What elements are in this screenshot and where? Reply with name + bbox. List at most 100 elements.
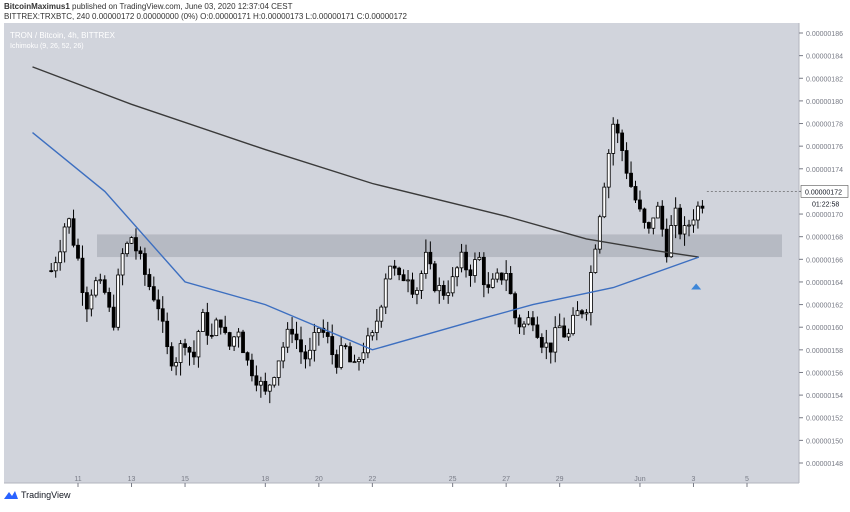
x-tick-label: 27 bbox=[502, 476, 510, 483]
candle bbox=[370, 330, 375, 341]
candle bbox=[490, 273, 495, 289]
y-tick-label: 0.00000166 bbox=[806, 257, 843, 264]
y-tick-label: 0.00000176 bbox=[806, 144, 843, 151]
x-tick-label: 15 bbox=[181, 476, 189, 483]
countdown-label: 01:22:58 bbox=[812, 201, 839, 208]
candle-body bbox=[357, 358, 361, 363]
candle bbox=[593, 244, 598, 274]
candle bbox=[178, 340, 183, 376]
candle-body bbox=[464, 251, 468, 271]
candle bbox=[629, 161, 633, 188]
candle-body bbox=[156, 299, 161, 310]
candle-body bbox=[441, 285, 446, 296]
candle bbox=[450, 267, 455, 297]
candle bbox=[441, 280, 446, 300]
candle bbox=[646, 221, 651, 234]
candle bbox=[392, 259, 397, 276]
candle bbox=[669, 215, 674, 258]
candle bbox=[397, 266, 402, 281]
current-price-label: 0.00000172 bbox=[805, 189, 842, 196]
candle-body bbox=[276, 360, 281, 378]
candle-body bbox=[352, 361, 357, 364]
y-tick-label: 0.00000152 bbox=[806, 416, 843, 423]
candle bbox=[299, 326, 303, 364]
candle-body bbox=[308, 349, 312, 360]
candle bbox=[673, 197, 678, 239]
y-tick-label: 0.00000162 bbox=[806, 303, 843, 310]
candle bbox=[624, 142, 629, 180]
candle bbox=[410, 272, 415, 299]
publisher-name[interactable]: BitcoinMaximus1 bbox=[4, 2, 70, 11]
candle-body bbox=[223, 326, 228, 333]
candle-body bbox=[102, 279, 107, 293]
candle-body bbox=[468, 269, 473, 276]
candle-body bbox=[214, 319, 219, 337]
candle-body bbox=[120, 253, 125, 276]
candle bbox=[187, 346, 192, 366]
candle bbox=[606, 149, 611, 199]
x-tick-label: 22 bbox=[368, 476, 376, 483]
candle bbox=[254, 365, 259, 392]
candle-body bbox=[290, 328, 294, 335]
tradingview-logo-icon[interactable] bbox=[4, 490, 18, 500]
candle bbox=[200, 308, 205, 332]
candle-body bbox=[205, 312, 210, 336]
candle bbox=[548, 342, 553, 364]
candle-body bbox=[348, 346, 352, 363]
candle bbox=[580, 309, 584, 319]
candle-body bbox=[165, 320, 170, 348]
candle bbox=[227, 331, 232, 350]
candle-body bbox=[334, 354, 339, 368]
candle bbox=[169, 342, 174, 371]
x-tick-label: 5 bbox=[745, 476, 749, 483]
y-tick-label: 0.00000160 bbox=[806, 325, 843, 332]
publish-line: BitcoinMaximus1 published on TradingView… bbox=[4, 2, 407, 12]
candle bbox=[508, 266, 513, 295]
tradingview-brand[interactable]: TradingView bbox=[21, 490, 71, 500]
candle-body bbox=[678, 207, 682, 235]
candle-body bbox=[535, 324, 540, 338]
candle-body bbox=[646, 222, 651, 229]
candle bbox=[98, 273, 103, 284]
candle-body bbox=[490, 278, 495, 288]
candle-body bbox=[611, 123, 616, 154]
candle-body bbox=[566, 333, 571, 338]
candle-body bbox=[160, 308, 165, 322]
candle-body bbox=[232, 336, 237, 347]
candle bbox=[696, 201, 700, 229]
current-price-box[interactable] bbox=[800, 185, 849, 198]
y-tick-label: 0.00000170 bbox=[806, 212, 843, 219]
y-tick-label: 0.00000158 bbox=[806, 348, 843, 355]
candle-body bbox=[62, 226, 67, 253]
candle bbox=[415, 287, 419, 305]
candle bbox=[250, 353, 254, 382]
candle-body bbox=[267, 384, 272, 392]
candle-body bbox=[415, 290, 419, 295]
candle-body bbox=[125, 242, 129, 255]
candle bbox=[160, 296, 165, 333]
candle bbox=[455, 266, 460, 287]
candle bbox=[67, 217, 71, 234]
candle bbox=[165, 312, 170, 355]
candle bbox=[89, 289, 94, 317]
candle-body bbox=[593, 248, 598, 273]
candle-body bbox=[299, 339, 303, 353]
candle bbox=[638, 190, 642, 212]
y-tick-label: 0.00000150 bbox=[806, 438, 843, 445]
candle-body bbox=[664, 228, 669, 258]
candle bbox=[419, 270, 424, 299]
candle-body bbox=[89, 294, 94, 310]
candle bbox=[459, 243, 464, 273]
candle bbox=[365, 327, 370, 359]
candle-body bbox=[134, 237, 138, 252]
candle-body bbox=[499, 272, 504, 281]
y-tick-label: 0.00000148 bbox=[806, 461, 843, 468]
candle bbox=[602, 182, 607, 219]
candle bbox=[522, 321, 526, 335]
candle bbox=[232, 335, 237, 352]
candle-body bbox=[142, 253, 147, 275]
candle bbox=[379, 304, 384, 328]
candle bbox=[651, 217, 656, 235]
